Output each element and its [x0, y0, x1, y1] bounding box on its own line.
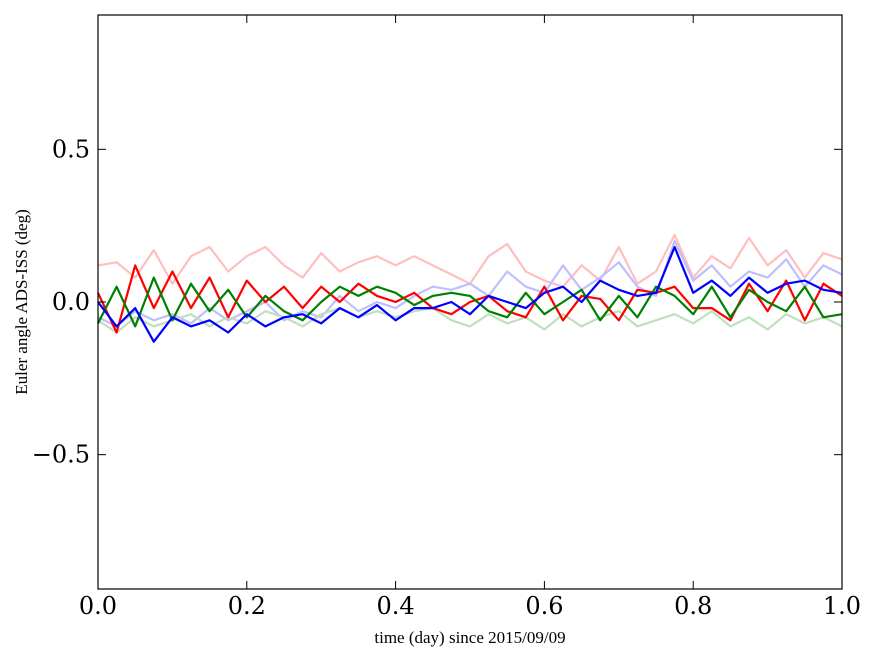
x-tick-label: 0.6	[525, 592, 563, 620]
y-axis-label: Euler angle ADS-ISS (deg)	[12, 209, 31, 395]
x-tick-label: 0.8	[674, 592, 712, 620]
x-axis-label: time (day) since 2015/09/09	[374, 628, 565, 647]
x-tick-label: 0.2	[228, 592, 266, 620]
y-tick-label: 0.0	[52, 288, 90, 316]
series-line-green	[97, 276, 843, 328]
x-tick-label: 0.4	[377, 592, 415, 620]
y-tick-label: 0.5	[52, 135, 90, 163]
x-tick-label: 0.0	[79, 592, 117, 620]
y-tick-label: −0.5	[32, 441, 90, 469]
series-line-red	[97, 264, 843, 334]
series-line-light-green	[97, 307, 843, 334]
series-line-light-blue	[97, 239, 843, 328]
series-layer	[97, 233, 843, 343]
series-line-blue	[97, 245, 843, 343]
ticks-layer: 0.0 0.2 0.4 0.6 0.8 1.0 −0.5 0.0 0.5	[32, 15, 861, 620]
x-tick-label: 1.0	[823, 592, 861, 620]
